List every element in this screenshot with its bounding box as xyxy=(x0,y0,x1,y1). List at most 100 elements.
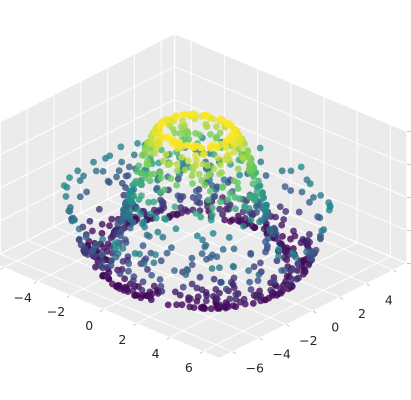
data-point xyxy=(132,177,140,185)
data-point xyxy=(76,177,84,185)
data-point xyxy=(214,154,222,162)
data-point xyxy=(207,305,215,313)
data-point xyxy=(154,228,162,236)
data-point xyxy=(188,261,196,269)
data-point xyxy=(244,147,252,154)
data-point xyxy=(152,214,160,222)
data-point xyxy=(152,251,159,259)
data-point xyxy=(179,143,187,150)
data-point xyxy=(208,204,216,212)
data-point xyxy=(60,182,68,189)
data-point xyxy=(188,172,196,180)
y-tick-label: 4 xyxy=(385,292,393,307)
data-point xyxy=(289,249,297,257)
data-point xyxy=(164,301,172,309)
data-point xyxy=(129,218,137,226)
data-point xyxy=(197,213,205,221)
data-point xyxy=(160,186,168,194)
data-point xyxy=(192,187,200,195)
data-point xyxy=(213,295,221,303)
data-point xyxy=(162,150,170,158)
data-point xyxy=(216,264,223,272)
data-point xyxy=(139,151,147,159)
back-grid-z xyxy=(174,164,408,264)
tick-mark xyxy=(393,269,397,273)
data-point xyxy=(195,193,203,201)
data-point xyxy=(137,294,145,302)
data-point xyxy=(297,163,305,171)
data-point xyxy=(229,262,237,270)
data-point xyxy=(103,248,111,255)
x-tick-label: 0 xyxy=(85,318,93,333)
data-point xyxy=(166,160,174,168)
data-point xyxy=(219,184,226,191)
data-point xyxy=(189,180,196,188)
data-point xyxy=(257,259,264,267)
data-point xyxy=(253,208,260,216)
data-point xyxy=(74,167,82,175)
data-point xyxy=(144,266,151,273)
data-point xyxy=(99,167,107,175)
data-point xyxy=(245,166,253,174)
data-point xyxy=(182,271,190,279)
data-point xyxy=(81,244,89,252)
data-point xyxy=(207,130,214,138)
data-point xyxy=(262,248,269,256)
data-point xyxy=(193,232,201,240)
data-point xyxy=(219,116,226,124)
data-point xyxy=(294,260,302,267)
data-point xyxy=(75,235,83,243)
data-point xyxy=(98,250,105,258)
data-point xyxy=(295,208,303,216)
data-point xyxy=(192,209,200,217)
data-point xyxy=(130,273,138,281)
data-point xyxy=(270,278,278,285)
data-point xyxy=(287,167,295,175)
data-point xyxy=(225,205,232,213)
data-point xyxy=(283,280,291,288)
data-point xyxy=(159,233,167,241)
data-point xyxy=(120,284,128,292)
data-point xyxy=(173,181,181,189)
data-point xyxy=(204,196,212,204)
data-point xyxy=(232,290,240,298)
data-point xyxy=(234,165,242,173)
back-grid-z xyxy=(174,98,408,198)
data-point xyxy=(281,254,288,262)
data-point xyxy=(65,207,73,215)
data-point xyxy=(138,192,145,200)
data-point xyxy=(157,146,165,154)
data-point xyxy=(208,211,216,219)
data-point xyxy=(278,267,286,274)
data-point xyxy=(133,205,141,213)
data-point xyxy=(157,196,164,204)
data-point xyxy=(157,122,165,130)
data-point xyxy=(210,115,218,123)
data-point xyxy=(158,287,166,295)
data-point xyxy=(117,143,125,151)
data-point xyxy=(139,242,147,250)
data-point xyxy=(234,185,242,192)
data-point xyxy=(104,177,112,185)
data-point xyxy=(193,297,201,305)
tick-mark xyxy=(259,337,263,341)
data-point xyxy=(66,174,73,182)
data-point xyxy=(262,238,269,246)
data-point xyxy=(276,203,284,211)
data-point xyxy=(223,301,231,308)
floor-grid-y xyxy=(0,253,233,353)
data-point xyxy=(151,150,158,157)
data-point xyxy=(203,173,211,180)
data-point xyxy=(281,183,289,191)
data-point xyxy=(157,282,165,290)
data-point xyxy=(102,154,109,162)
data-point xyxy=(226,190,234,197)
data-point xyxy=(305,230,313,238)
data-point xyxy=(203,292,211,299)
data-point xyxy=(181,166,189,174)
data-point xyxy=(232,205,239,213)
data-point xyxy=(129,287,137,295)
data-point xyxy=(156,128,164,136)
data-point xyxy=(287,187,295,194)
data-point xyxy=(206,187,214,195)
